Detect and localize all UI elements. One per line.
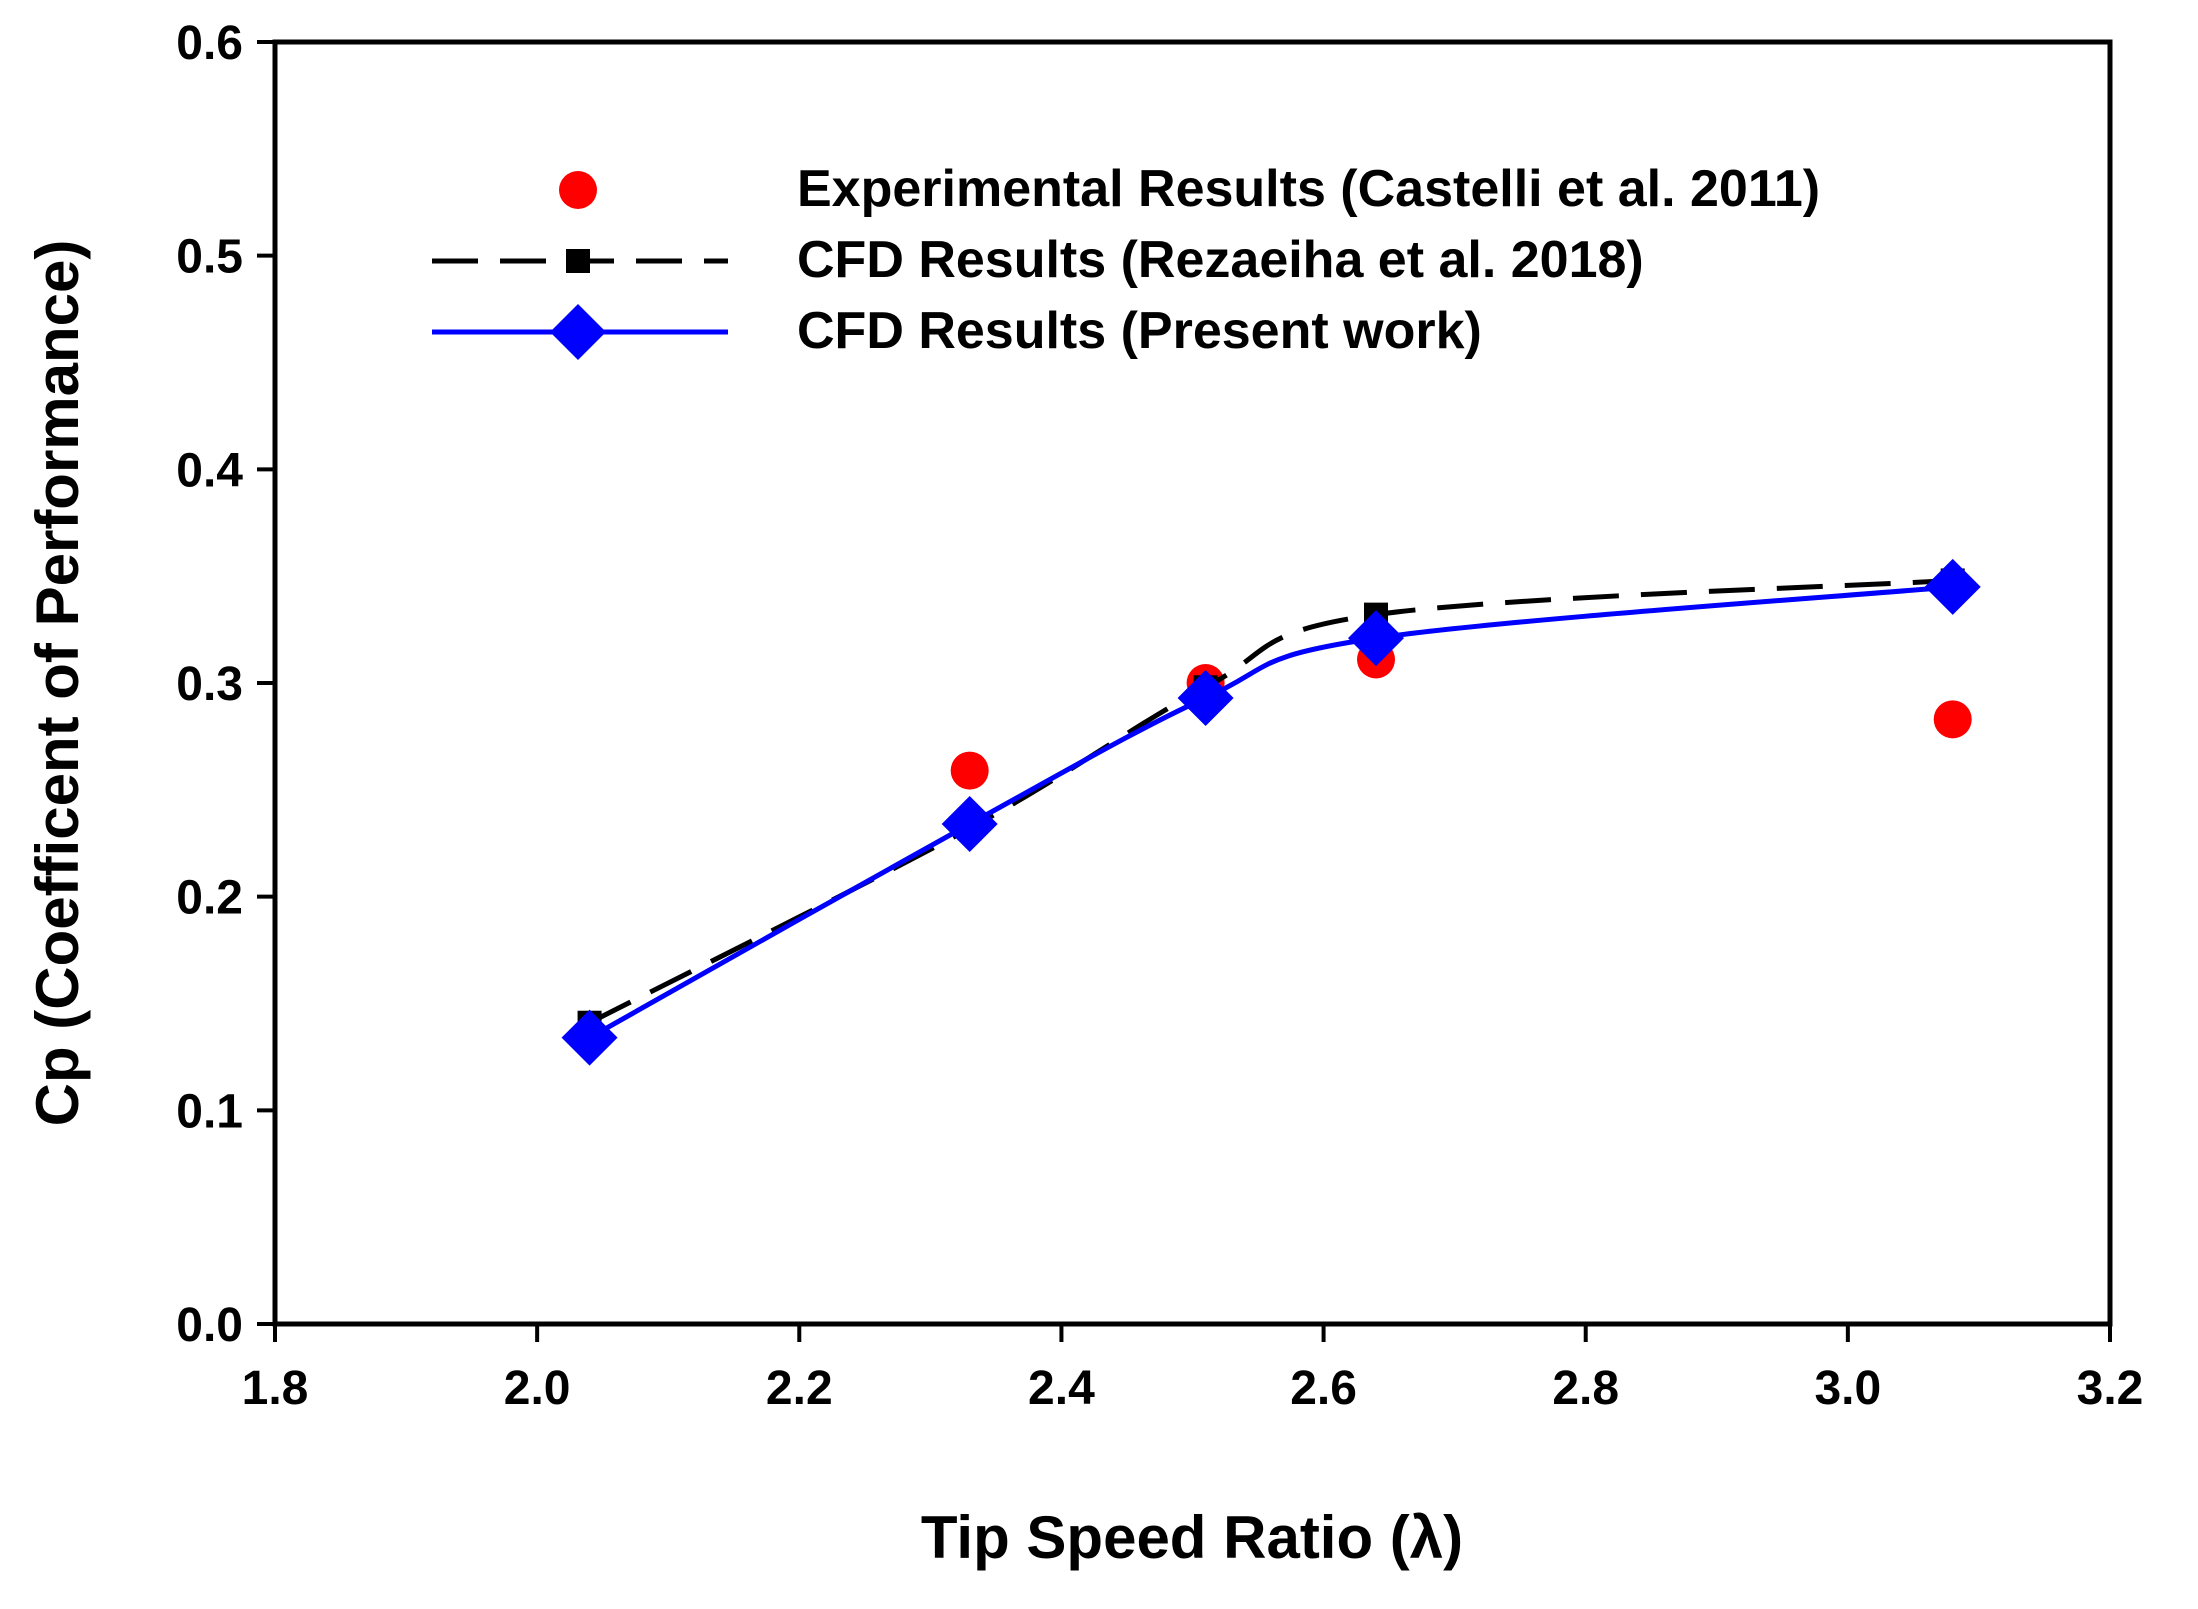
legend-item-experimental: Experimental Results (Castelli et al. 20… bbox=[559, 160, 1820, 218]
legend-symbol-rezaeiha bbox=[432, 249, 728, 273]
data-point-present-work bbox=[561, 1009, 618, 1066]
legend: Experimental Results (Castelli et al. 20… bbox=[432, 160, 1820, 360]
data-point-present-work bbox=[1924, 558, 1981, 615]
x-tick-label: 3.2 bbox=[2077, 1362, 2144, 1415]
series-rezaeiha bbox=[577, 568, 1965, 1035]
legend-label-rezaeiha: CFD Results (Rezaeiha et al. 2018) bbox=[797, 231, 1644, 289]
y-tick-label: 0.5 bbox=[176, 231, 243, 284]
y-tick-label: 0.0 bbox=[176, 1299, 243, 1352]
series-present-work bbox=[561, 558, 1981, 1066]
x-tick-label: 2.4 bbox=[1028, 1362, 1095, 1415]
data-point-experimental bbox=[950, 751, 989, 790]
y-axis: 0.0 0.1 0.2 0.3 0.4 0.5 0.6 bbox=[176, 17, 275, 1352]
legend-marker-present-work bbox=[550, 304, 606, 360]
legend-item-rezaeiha: CFD Results (Rezaeiha et al. 2018) bbox=[432, 231, 1644, 289]
legend-symbol-present-work bbox=[432, 304, 728, 360]
y-tick-label: 0.4 bbox=[176, 444, 243, 497]
y-tick-label: 0.2 bbox=[176, 872, 243, 925]
legend-marker-rezaeiha bbox=[566, 249, 590, 273]
data-point-present-work bbox=[1177, 669, 1234, 726]
y-tick-label: 0.3 bbox=[176, 658, 243, 711]
y-tick-label: 0.1 bbox=[176, 1085, 243, 1138]
series-line-rezaeiha bbox=[588, 577, 1953, 1025]
x-axis-title: Tip Speed Ratio (λ) bbox=[921, 1504, 1463, 1571]
x-tick-label: 2.0 bbox=[504, 1362, 571, 1415]
x-tick-label: 2.6 bbox=[1290, 1362, 1357, 1415]
series-experimental bbox=[950, 640, 1972, 790]
series-layer bbox=[561, 558, 1981, 1066]
data-point-experimental bbox=[1933, 700, 1972, 739]
data-point-present-work bbox=[941, 796, 998, 853]
legend-label-experimental: Experimental Results (Castelli et al. 20… bbox=[797, 160, 1820, 218]
legend-symbol-experimental bbox=[559, 171, 597, 209]
y-axis-title: Cp (Coefficent of Performance) bbox=[24, 240, 91, 1127]
legend-marker-experimental bbox=[559, 171, 597, 209]
legend-label-present-work: CFD Results (Present work) bbox=[797, 302, 1482, 360]
y-tick-label: 0.6 bbox=[176, 17, 243, 70]
legend-item-present-work: CFD Results (Present work) bbox=[432, 302, 1482, 360]
x-tick-label: 1.8 bbox=[242, 1362, 309, 1415]
x-axis: 1.8 2.0 2.2 2.4 2.6 2.8 3.0 3.2 bbox=[242, 1324, 2144, 1415]
x-tick-label: 3.0 bbox=[1814, 1362, 1881, 1415]
x-tick-label: 2.8 bbox=[1552, 1362, 1619, 1415]
series-line-present-work bbox=[588, 584, 1953, 1040]
x-tick-label: 2.2 bbox=[766, 1362, 833, 1415]
data-point-present-work bbox=[1348, 610, 1404, 667]
